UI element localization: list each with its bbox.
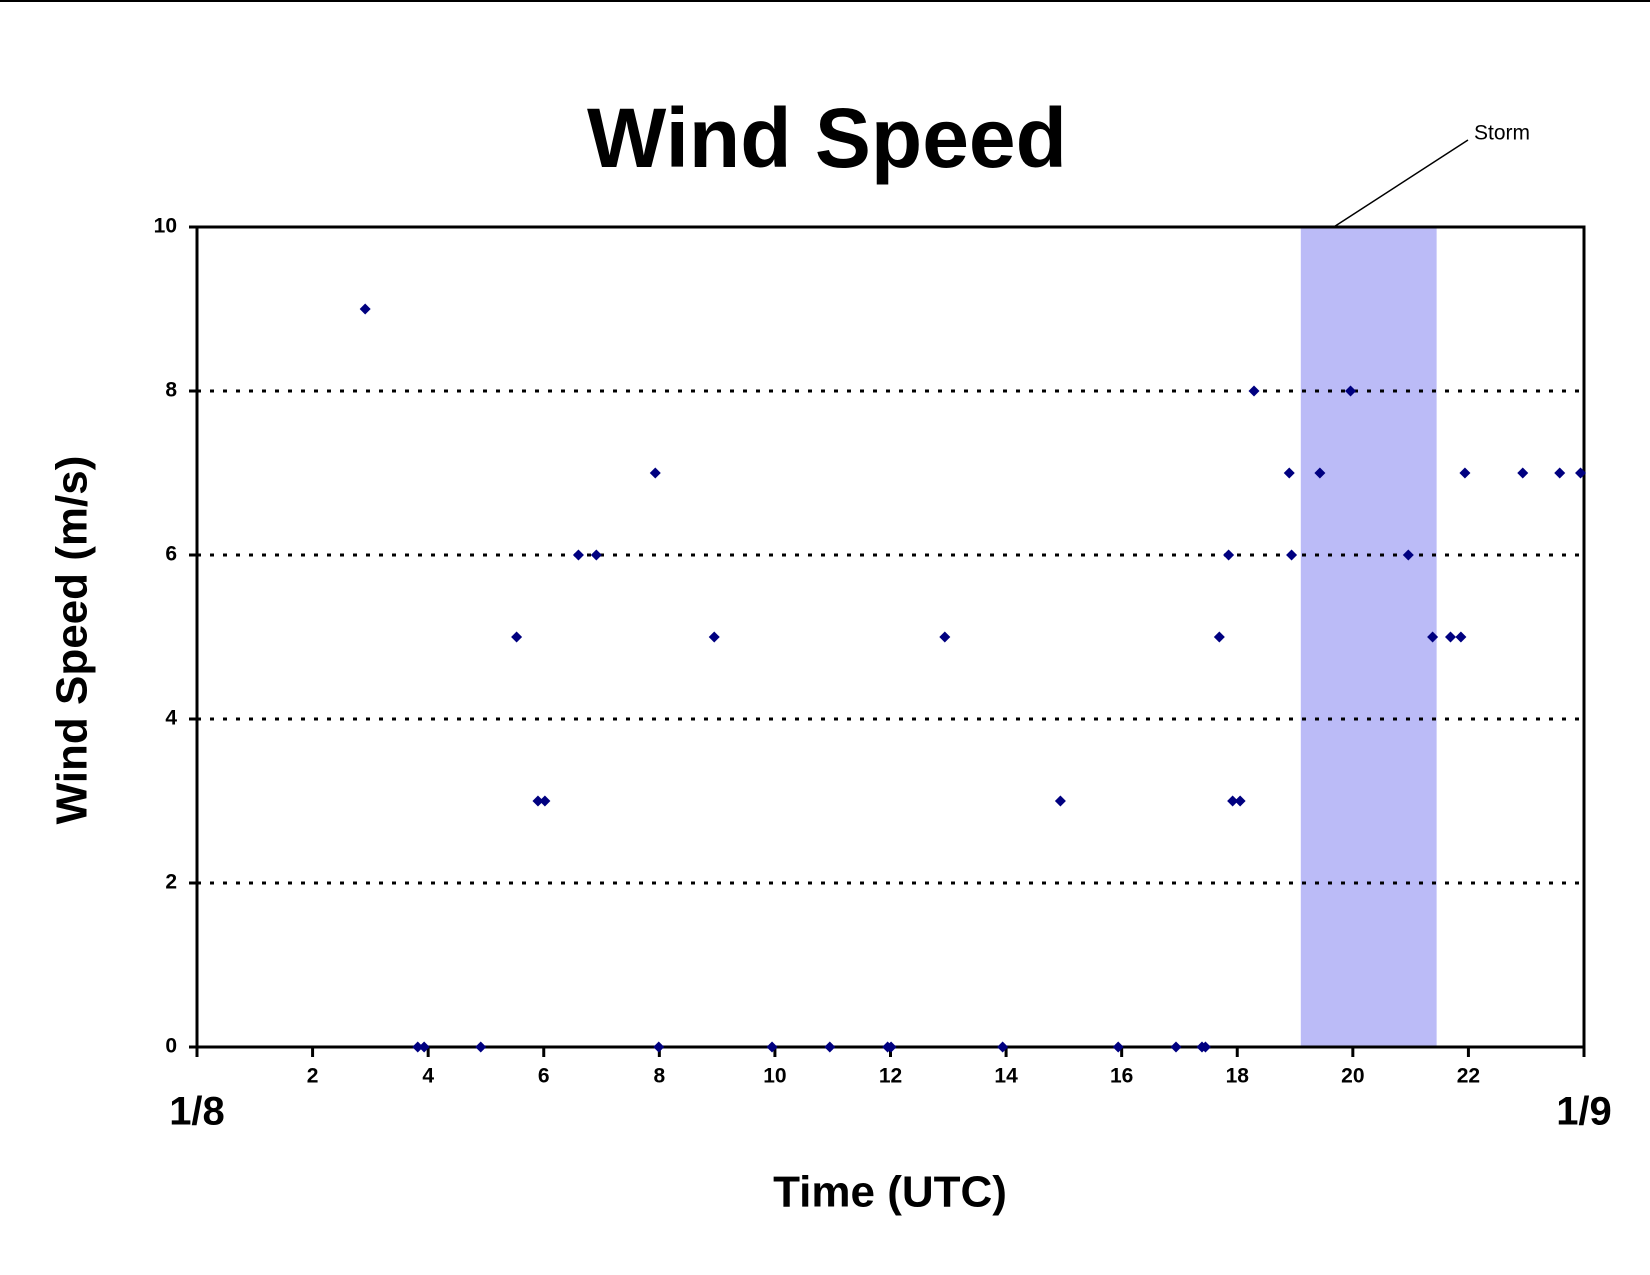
x-tick-label: 4 [422,1065,434,1088]
storm-region [1300,227,1437,1047]
data-point [572,549,584,561]
data-point [1345,385,1357,397]
data-point [1402,549,1414,561]
x-tick-label: 2 [307,1065,319,1088]
data-point [997,1041,1009,1053]
x-tick-label: 10 [763,1065,786,1088]
x-tick-label: 8 [653,1065,665,1088]
x-axis-label: Time (UTC) [773,1168,1007,1217]
data-point [1199,1041,1211,1053]
data-point [359,303,371,315]
data-point [885,1041,897,1053]
data-point [766,1041,778,1053]
y-tick-label: 4 [165,707,177,730]
data-point [1227,795,1239,807]
data-point [1314,467,1326,479]
data-point [824,1041,836,1053]
data-point [1286,549,1298,561]
x-tick-label: 16 [1110,1065,1133,1088]
x-tick-label: 1/9 [1556,1090,1612,1134]
x-tick-label: 14 [994,1065,1018,1088]
data-point [511,631,523,643]
data-point [1213,631,1225,643]
data-point [1459,467,1471,479]
data-point [1248,385,1260,397]
x-tick-label: 12 [879,1065,902,1088]
x-tick-label: 20 [1341,1065,1364,1088]
data-point [708,631,720,643]
data-point [939,631,951,643]
x-tick-label: 22 [1457,1065,1480,1088]
y-tick-label: 10 [154,215,177,238]
y-tick-label: 2 [165,871,177,894]
data-point [532,795,544,807]
data-point [1283,467,1295,479]
data-point [1517,467,1529,479]
data-point [539,795,551,807]
data-point [590,549,602,561]
y-tick-label: 6 [165,543,177,566]
data-point [1170,1041,1182,1053]
data-point [418,1041,430,1053]
x-tick-label: 18 [1226,1065,1250,1088]
data-point [1455,631,1467,643]
data-point [412,1041,424,1053]
data-point [1112,1041,1124,1053]
annotation-leader [1333,139,1469,228]
data-point [1427,631,1439,643]
data-point [1054,795,1066,807]
data-point [475,1041,487,1053]
data-point [653,1041,665,1053]
data-point [1575,467,1587,479]
x-tick-label: 1/8 [169,1090,225,1134]
x-tick-label: 6 [538,1065,550,1088]
data-point [1445,631,1457,643]
y-tick-label: 0 [165,1035,177,1058]
y-tick-label: 8 [165,379,177,402]
annotation-label: Storm [1474,122,1530,145]
data-point [1234,795,1246,807]
data-point [1554,467,1566,479]
data-point [649,467,661,479]
data-point [1223,549,1235,561]
chart-title: Wind Speed [587,91,1067,185]
y-axis-label: Wind Speed (m/s) [48,456,97,825]
